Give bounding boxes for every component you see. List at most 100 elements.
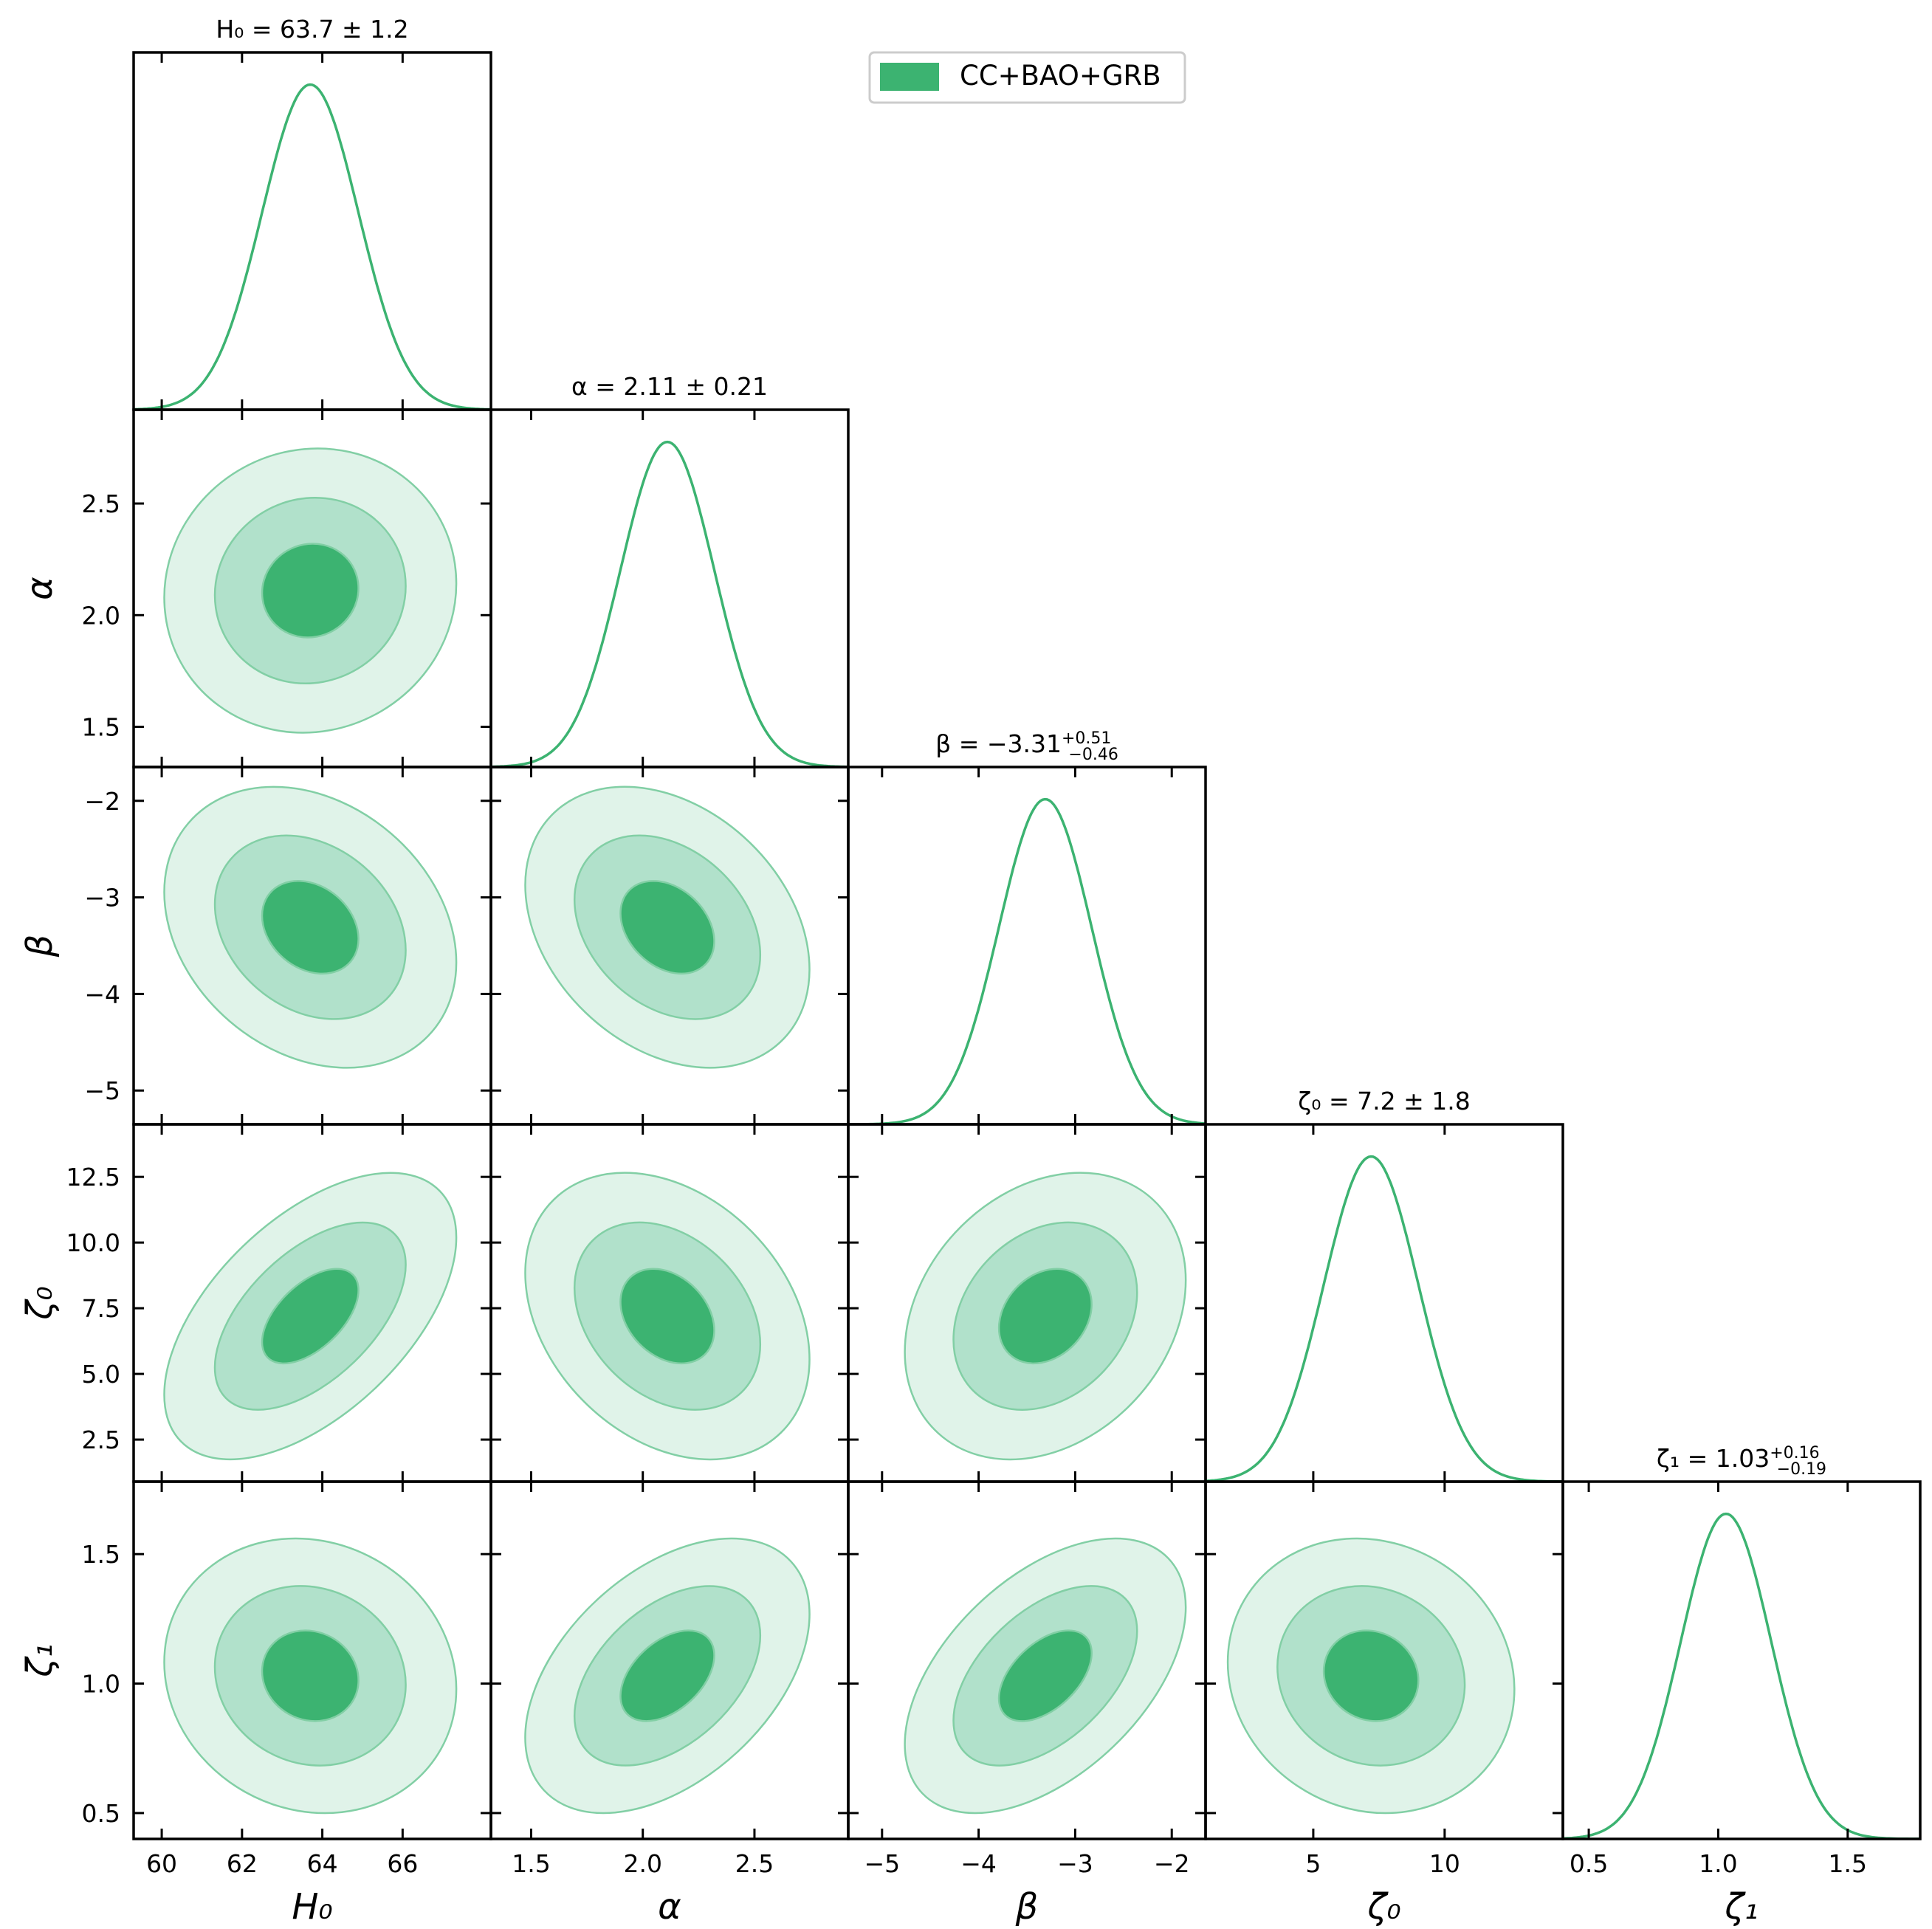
contour-1sigma-zeta0-zeta1 <box>1322 1629 1420 1722</box>
panels: H₀ = 63.7 ± 1.2 1.5 2.0 2.5 α = 2.11 ± 0.21 −… <box>19 15 1922 1928</box>
contour-1sigma-beta-zeta0 <box>997 1268 1093 1365</box>
contour-1sigma-H0-alpha <box>261 543 360 639</box>
panel-H0-zeta0: 2.5 5.0 7.5 10.0 12.5 <box>66 1123 492 1483</box>
x-axis-label-zeta0: ζ₀ <box>1367 1886 1400 1928</box>
title-zeta1: ζ₁ = 1.03+0.16 −0.19 <box>1657 1444 1826 1479</box>
x-tick-label-beta: −3 <box>1057 1849 1093 1878</box>
x-axis-label-alpha: α <box>658 1886 681 1928</box>
panel-content <box>163 785 458 1069</box>
panel-beta-zeta0 <box>847 1123 1207 1483</box>
contour-1sigma-H0-zeta0 <box>261 1268 360 1365</box>
panel-zeta0: ζ₀ = 7.2 ± 1.8 <box>1204 1087 1564 1483</box>
panel-content <box>163 1172 458 1461</box>
x-tick-label-zeta0: 5 <box>1305 1849 1321 1878</box>
x-tick-label-alpha: 2.5 <box>735 1849 774 1878</box>
panel-beta-zeta1: −5 −4 −3 −2 <box>847 1480 1207 1878</box>
contour-1sigma-H0-zeta1 <box>261 1629 360 1722</box>
title-H0: H₀ = 63.7 ± 1.2 <box>216 15 408 44</box>
y-tick-label-zeta0: 12.5 <box>66 1163 120 1192</box>
x-axis-label-zeta1: ζ₁ <box>1724 1886 1758 1928</box>
marginal-curve-zeta1 <box>1563 1512 1920 1839</box>
y-axis-label-beta: β <box>19 935 61 958</box>
y-axis-label-zeta0: ζ₀ <box>19 1286 61 1320</box>
x-tick-label-zeta0: 10 <box>1429 1849 1460 1878</box>
panel-content <box>134 83 491 410</box>
x-tick-label-H0: 66 <box>387 1849 418 1878</box>
x-tick-label-alpha: 2.0 <box>623 1849 661 1878</box>
title-sub: −0.19 <box>1777 1460 1826 1479</box>
panel-H0-zeta1: 60 62 64 66 0.5 1.0 1.5 <box>82 1480 492 1878</box>
panel-content <box>1226 1537 1516 1815</box>
legend-box <box>868 51 1186 104</box>
x-axis-label-beta: β <box>1015 1886 1039 1928</box>
panel-content <box>1206 1155 1563 1482</box>
panel-H0: H₀ = 63.7 ± 1.2 <box>132 15 492 411</box>
x-tick-label-H0: 60 <box>146 1849 177 1878</box>
panel-content <box>524 785 811 1069</box>
panel-content <box>491 440 848 767</box>
panel-content <box>163 1537 458 1815</box>
legend-label: CC+BAO+GRB <box>960 60 1161 92</box>
marginal-curve-zeta0 <box>1206 1155 1563 1482</box>
panel-alpha: α = 2.11 ± 0.21 <box>489 372 850 768</box>
panel-content <box>163 447 458 734</box>
y-tick-label-beta: −5 <box>84 1076 120 1105</box>
contour-1sigma-alpha-zeta0 <box>619 1268 715 1365</box>
y-tick-label-zeta0: 7.5 <box>82 1294 120 1323</box>
panel-H0-beta: −5 −4 −3 −2 <box>84 766 492 1126</box>
panel-frame <box>1204 1123 1564 1483</box>
panel-frame <box>489 408 850 768</box>
marginal-curve-alpha <box>491 440 848 767</box>
contour-1sigma-beta-zeta1 <box>997 1629 1093 1722</box>
contour-1sigma-alpha-zeta1 <box>619 1629 715 1722</box>
y-tick-label-zeta0: 2.5 <box>82 1426 120 1454</box>
y-axis-label-alpha: α <box>19 577 61 600</box>
y-tick-label-beta: −2 <box>84 787 120 816</box>
x-tick-label-H0: 64 <box>307 1849 338 1878</box>
marginal-curve-H0 <box>134 83 491 410</box>
x-tick-label-beta: −4 <box>960 1849 997 1878</box>
title-beta: β = −3.31+0.51 −0.46 <box>935 729 1118 764</box>
y-tick-label-zeta0: 5.0 <box>82 1360 120 1389</box>
y-tick-label-zeta1: 1.5 <box>82 1540 120 1569</box>
panel-zeta1: ζ₁ = 1.03+0.16 −0.19 0.5 1.0 1.5 <box>1561 1444 1922 1878</box>
panel-content <box>1563 1512 1920 1839</box>
marginal-curve-beta <box>848 797 1206 1124</box>
y-tick-label-alpha: 2.0 <box>82 601 120 630</box>
x-tick-label-H0: 62 <box>227 1849 258 1878</box>
y-tick-label-zeta0: 10.0 <box>66 1228 120 1257</box>
y-tick-label-zeta1: 0.5 <box>82 1799 120 1828</box>
x-tick-label-beta: −2 <box>1154 1849 1190 1878</box>
panel-content <box>848 797 1206 1124</box>
panel-frame <box>1561 1480 1922 1840</box>
y-tick-label-alpha: 2.5 <box>82 489 120 518</box>
panel-alpha-beta <box>489 766 850 1126</box>
panel-zeta0-zeta1: 5 10 <box>1204 1480 1564 1878</box>
panel-alpha-zeta1: 1.5 2.0 2.5 <box>489 1480 850 1878</box>
y-tick-label-beta: −3 <box>84 884 120 912</box>
panel-content <box>904 1172 1187 1461</box>
title-zeta0: ζ₀ = 7.2 ± 1.8 <box>1298 1087 1470 1115</box>
x-axis-label-H0: H₀ <box>292 1886 332 1928</box>
title-sub: −0.46 <box>1068 746 1118 764</box>
legend: CC+BAO+GRB <box>868 51 1186 104</box>
title-sup: +0.16 <box>1770 1444 1819 1462</box>
panel-content <box>524 1172 811 1461</box>
contour-1sigma-alpha-beta <box>619 880 715 975</box>
x-tick-label-alpha: 1.5 <box>512 1849 550 1878</box>
y-tick-label-beta: −4 <box>84 980 120 1008</box>
panel-content <box>524 1537 811 1815</box>
contour-1sigma-H0-beta <box>261 880 360 975</box>
panel-H0-alpha: 1.5 2.0 2.5 <box>82 408 492 768</box>
title-alpha: α = 2.11 ± 0.21 <box>571 372 768 401</box>
x-tick-label-beta: −5 <box>864 1849 900 1878</box>
y-axis-label-zeta1: ζ₁ <box>19 1643 61 1677</box>
panel-alpha-zeta0 <box>489 1123 850 1483</box>
y-tick-label-alpha: 1.5 <box>82 713 120 742</box>
x-tick-label-zeta1: 1.0 <box>1699 1849 1737 1878</box>
legend-swatch <box>880 63 939 91</box>
panel-content <box>904 1537 1187 1815</box>
x-tick-label-zeta1: 0.5 <box>1570 1849 1608 1878</box>
y-tick-label-zeta1: 1.0 <box>82 1670 120 1699</box>
